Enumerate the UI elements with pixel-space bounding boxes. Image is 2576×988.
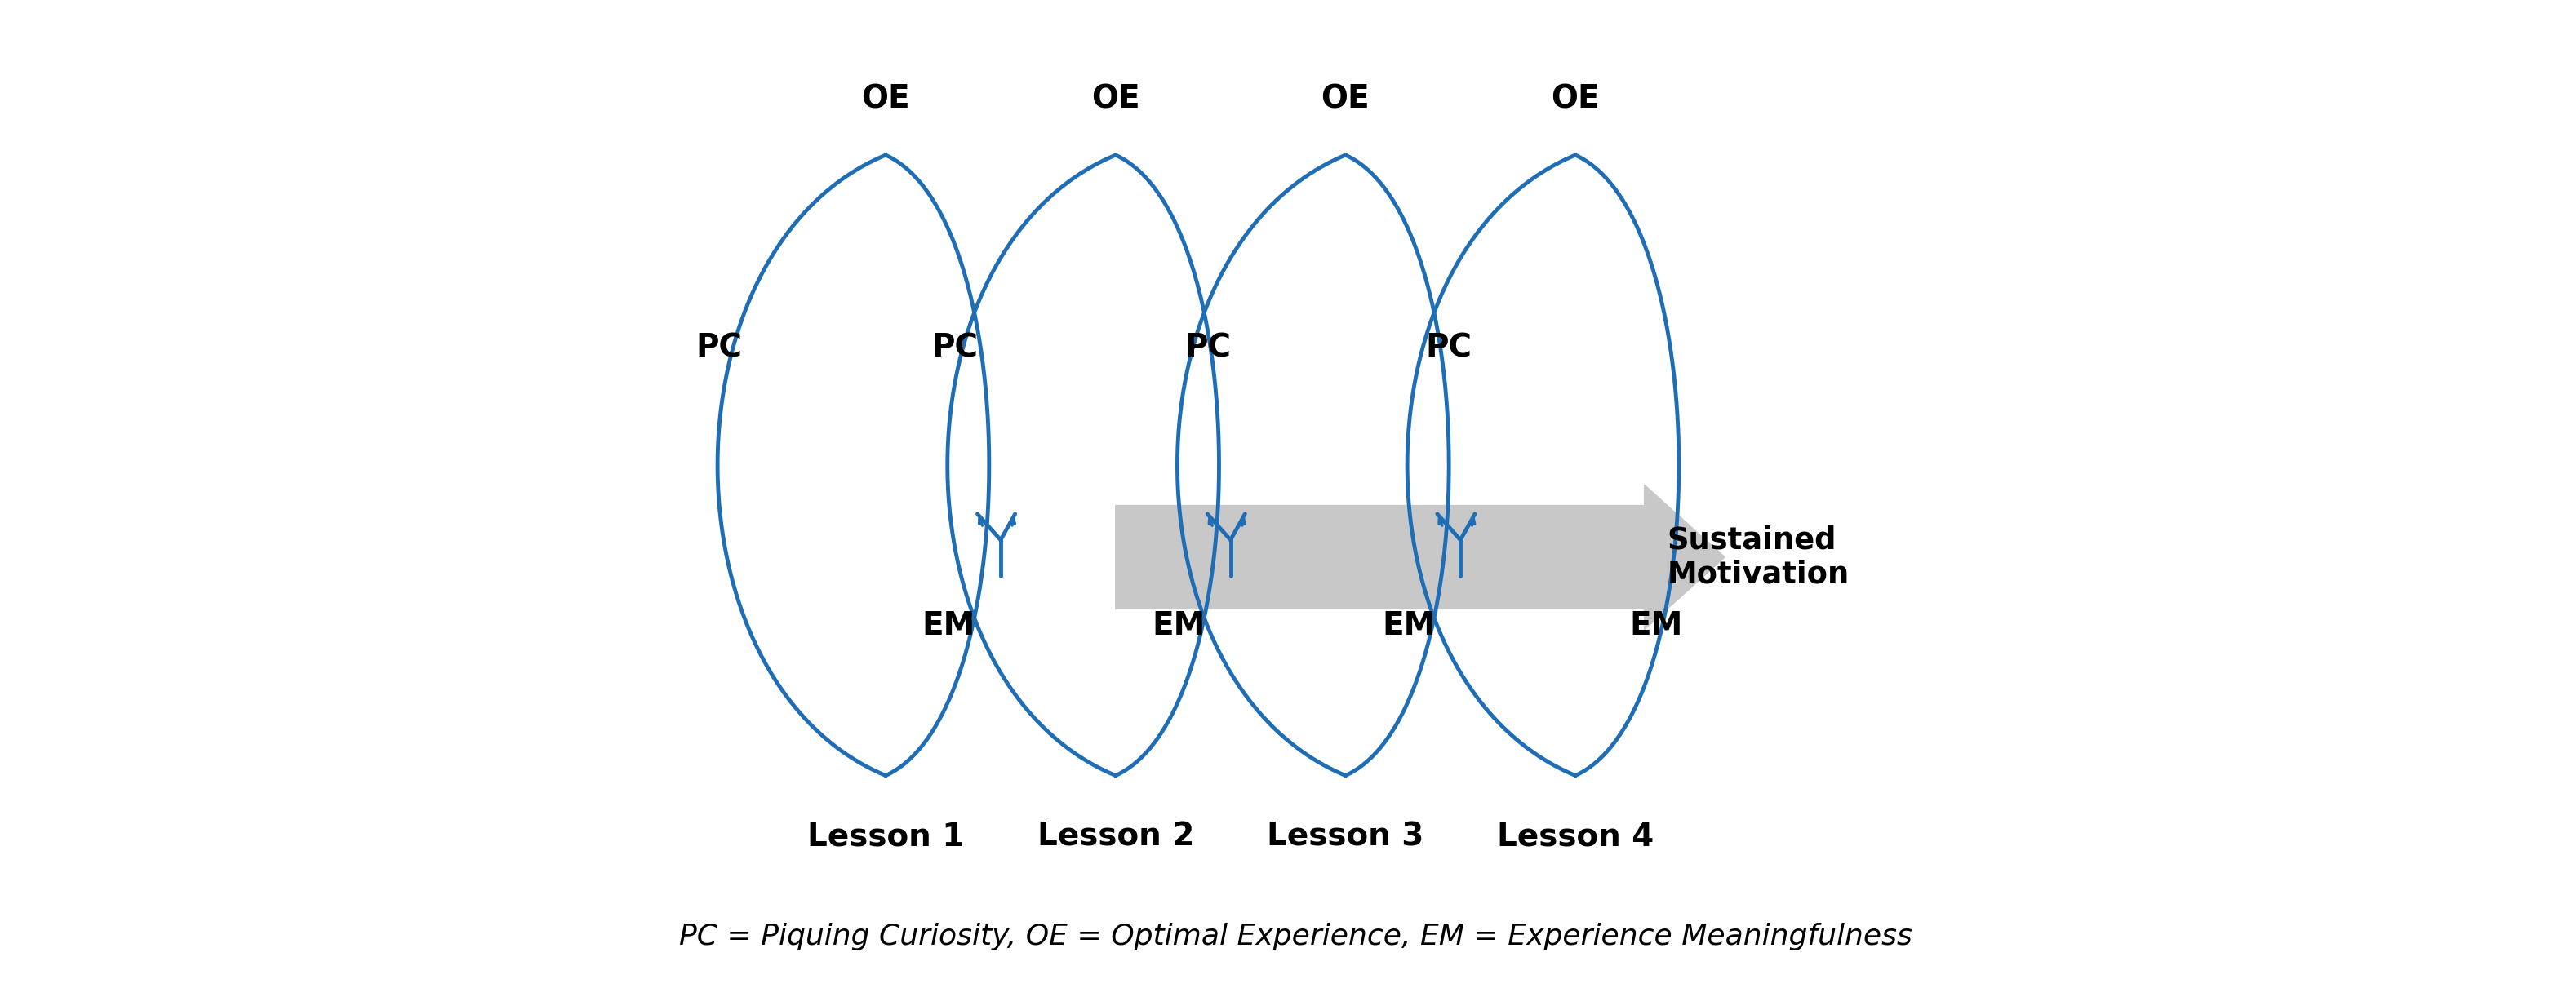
FancyArrow shape xyxy=(1115,485,1726,629)
Text: PC = Piquing Curiosity, OE = Optimal Experience, EM = Experience Meaningfulness: PC = Piquing Curiosity, OE = Optimal Exp… xyxy=(677,923,1911,950)
Text: EM: EM xyxy=(1381,611,1435,641)
Text: OE: OE xyxy=(1551,84,1600,115)
Text: OE: OE xyxy=(1092,84,1141,115)
Text: EM: EM xyxy=(1628,611,1682,641)
Text: Lesson 3: Lesson 3 xyxy=(1267,821,1425,853)
Text: PC: PC xyxy=(1425,333,1473,364)
Text: Lesson 2: Lesson 2 xyxy=(1038,821,1195,853)
Text: PC: PC xyxy=(696,333,742,364)
Text: EM: EM xyxy=(1151,611,1206,641)
Text: Sustained
Motivation: Sustained Motivation xyxy=(1667,525,1850,590)
Text: EM: EM xyxy=(922,611,976,641)
Text: OE: OE xyxy=(1321,84,1370,115)
Text: PC: PC xyxy=(933,333,979,364)
Text: Lesson 4: Lesson 4 xyxy=(1497,821,1654,853)
Text: OE: OE xyxy=(860,84,909,115)
Text: Lesson 1: Lesson 1 xyxy=(806,821,963,853)
Text: PC: PC xyxy=(1185,333,1231,364)
